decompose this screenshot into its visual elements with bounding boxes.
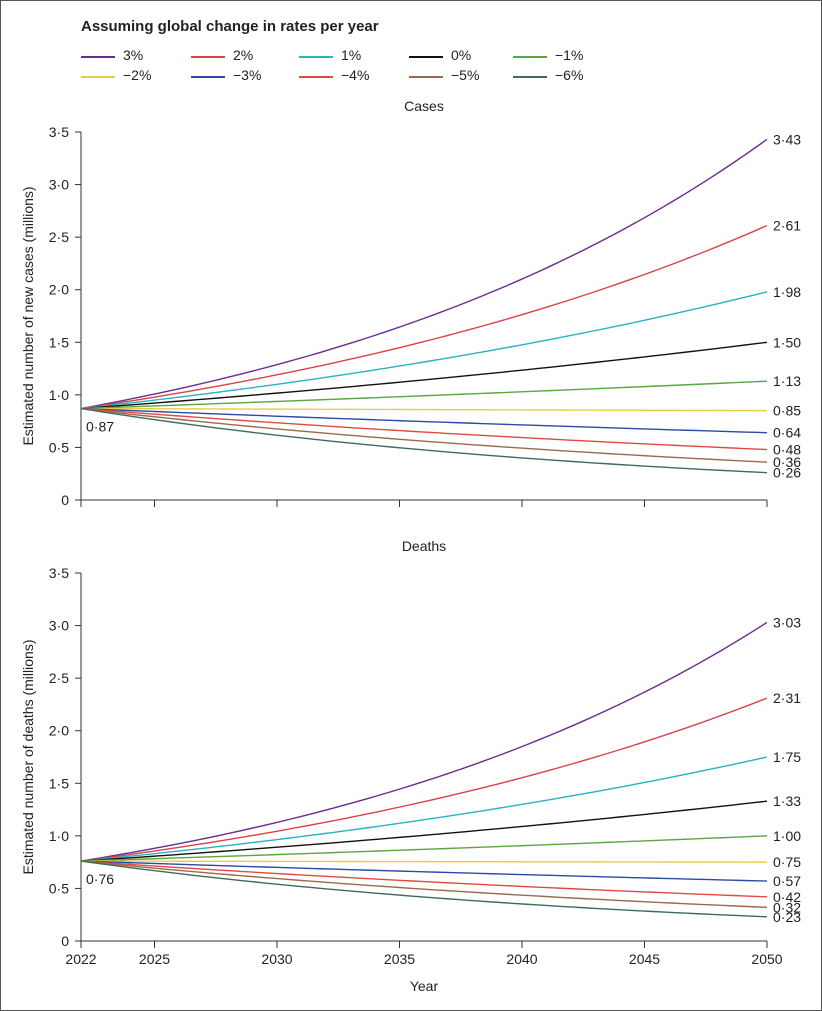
legend-label: −5%: [451, 67, 480, 83]
cases-y-tick-label: 0·5: [49, 439, 69, 455]
cases-series-line: [80, 138, 768, 410]
deaths-y-axis-label: Estimated number of deaths (millions): [20, 640, 36, 875]
deaths-y-tick-label: 0: [61, 933, 69, 949]
legend-label: −4%: [341, 67, 370, 83]
deaths-end-value-label: 0·57: [773, 873, 801, 889]
legend-swatch: [191, 76, 225, 78]
cases-end-value-label: 0·64: [773, 425, 801, 441]
cases-end-value-label: 0·36: [773, 454, 801, 470]
cases-y-tick-label: 3·5: [49, 124, 69, 140]
deaths-x-tick-label: 2022: [65, 951, 96, 967]
legend-swatch: [513, 76, 547, 78]
deaths-start-value-label: 0·76: [86, 871, 114, 887]
deaths-end-value-label: 1·00: [773, 828, 801, 844]
cases-series-line: [80, 291, 768, 410]
deaths-series-line: [80, 860, 768, 882]
cases-series-line: [80, 407, 768, 451]
deaths-x-tick-label: 2040: [506, 951, 537, 967]
cases-end-value-label: 1·13: [773, 373, 801, 389]
deaths-end-value-label: 1·75: [773, 749, 801, 765]
deaths-x-tick-label: 2045: [629, 951, 660, 967]
cases-end-value-label: 0·26: [773, 465, 801, 481]
legend-label: −2%: [123, 67, 152, 83]
cases-title: Cases: [404, 98, 444, 114]
legend-swatch: [513, 56, 547, 58]
deaths-title: Deaths: [402, 538, 446, 554]
cases-y-axis-label: Estimated number of new cases (millions): [20, 186, 36, 445]
deaths-series-line: [80, 860, 768, 898]
legend-swatch: [299, 76, 333, 78]
cases-series-line: [80, 407, 768, 474]
legend-swatch: [409, 56, 443, 58]
legend-swatch: [81, 76, 115, 78]
deaths-x-tick-label: 2025: [139, 951, 170, 967]
cases-series-line: [80, 341, 768, 410]
legend-label: 3%: [123, 47, 144, 63]
cases-series-line: [80, 407, 768, 412]
deaths-end-value-label: 0·32: [773, 899, 801, 915]
cases-end-value-label: 0·48: [773, 442, 801, 458]
deaths-end-value-label: 0·75: [773, 854, 801, 870]
legend-label: 2%: [233, 47, 254, 63]
cases-end-value-label: 0·85: [773, 403, 801, 419]
legend-label: 0%: [451, 47, 472, 63]
legend-label: 1%: [341, 47, 362, 63]
legend-swatch: [191, 56, 225, 58]
deaths-y-tick-label: 3·5: [49, 565, 69, 581]
deaths-y-tick-label: 1·5: [49, 775, 69, 791]
cases-y-tick-label: 1·5: [49, 334, 69, 350]
legend-swatch: [81, 56, 115, 58]
cases-y-tick-label: 0: [61, 492, 69, 508]
deaths-end-value-label: 0·23: [773, 909, 801, 925]
deaths-end-value-label: 2·31: [773, 690, 801, 706]
cases-series-line: [80, 407, 768, 434]
legend-label: −6%: [555, 67, 584, 83]
legend-label: −3%: [233, 67, 262, 83]
cases-end-value-label: 3·43: [773, 131, 801, 147]
cases-end-value-label: 1·50: [773, 334, 801, 350]
cases-y-tick-label: 1·0: [49, 387, 69, 403]
deaths-series-line: [80, 835, 768, 862]
deaths-series-line: [80, 697, 768, 862]
deaths-end-value-label: 0·42: [773, 889, 801, 905]
deaths-x-axis-label: Year: [410, 978, 439, 994]
deaths-series-line: [80, 621, 768, 862]
deaths-y-tick-label: 2·5: [49, 670, 69, 686]
deaths-y-tick-label: 0·5: [49, 880, 69, 896]
deaths-x-tick-label: 2050: [751, 951, 782, 967]
deaths-series-line: [80, 860, 768, 863]
cases-y-tick-label: 2·0: [49, 282, 69, 298]
deaths-end-value-label: 1·33: [773, 793, 801, 809]
cases-end-value-label: 1·98: [773, 284, 801, 300]
legend-label: −1%: [555, 47, 584, 63]
legend-swatch: [409, 76, 443, 78]
deaths-y-tick-label: 2·0: [49, 723, 69, 739]
cases-start-value-label: 0·87: [86, 419, 114, 435]
cases-series-line: [80, 224, 768, 410]
cases-series-line: [80, 380, 768, 410]
deaths-series-line: [80, 756, 768, 862]
deaths-end-value-label: 3·03: [773, 614, 801, 630]
cases-series-line: [80, 407, 768, 463]
legend-title: Assuming global change in rates per year: [81, 18, 379, 35]
deaths-y-tick-label: 1·0: [49, 828, 69, 844]
deaths-series-line: [80, 800, 768, 862]
legend-swatch: [299, 56, 333, 58]
deaths-series-line: [80, 860, 768, 909]
deaths-y-tick-label: 3·0: [49, 618, 69, 634]
cases-end-value-label: 2·61: [773, 218, 801, 234]
deaths-series-line: [80, 860, 768, 918]
deaths-x-tick-label: 2030: [261, 951, 292, 967]
cases-y-tick-label: 2·5: [49, 229, 69, 245]
cases-y-tick-label: 3·0: [49, 177, 69, 193]
deaths-x-tick-label: 2035: [384, 951, 415, 967]
